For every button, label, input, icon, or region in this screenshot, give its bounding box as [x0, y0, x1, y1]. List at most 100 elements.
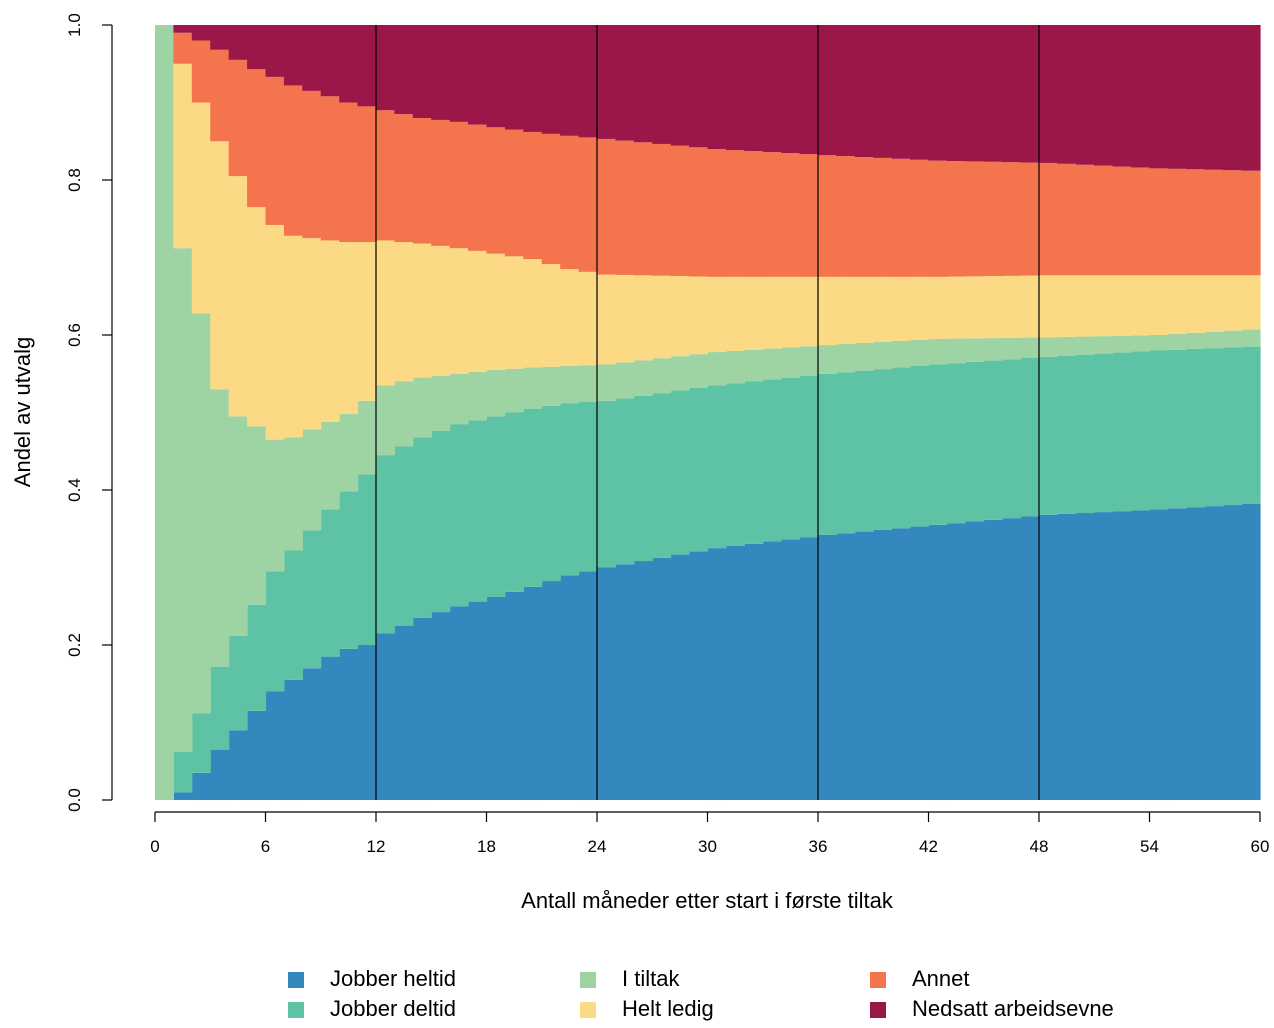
band-cell — [578, 402, 598, 572]
band-cell — [1057, 513, 1077, 800]
band-cell — [799, 537, 819, 800]
band-cell — [1131, 351, 1151, 511]
band-cell — [652, 25, 672, 144]
band-cell — [1186, 169, 1206, 276]
band-cell — [302, 530, 322, 669]
band-cell — [854, 157, 874, 277]
band-cell — [689, 387, 709, 552]
band-cell — [1241, 329, 1261, 347]
band-cell — [486, 369, 506, 417]
band-cell — [1167, 508, 1187, 800]
band-cell — [1020, 337, 1040, 358]
band-cell — [725, 545, 745, 800]
band-cell — [504, 129, 524, 257]
band-cell — [615, 25, 635, 141]
band-cell — [412, 377, 432, 438]
band-cell — [1204, 25, 1224, 170]
legend-label: Jobber heltid — [330, 966, 456, 991]
band-cell — [1057, 355, 1077, 514]
band-cell — [394, 114, 414, 243]
band-cell — [1186, 507, 1206, 800]
band-cell — [1057, 336, 1077, 356]
band-cell — [1075, 275, 1095, 337]
band-cell — [670, 25, 690, 146]
band-cell — [1075, 164, 1095, 276]
legend-item: Nedsatt arbeidsevne — [870, 996, 1114, 1021]
band-cell — [781, 153, 801, 277]
band-cell — [247, 710, 267, 801]
band-cell — [725, 276, 745, 351]
band-cell — [983, 161, 1003, 277]
band-cell — [191, 40, 211, 103]
band-cell — [1002, 518, 1022, 800]
band-cell — [504, 591, 524, 800]
band-cell — [891, 340, 911, 368]
band-cell — [394, 446, 414, 626]
band-cell — [965, 521, 985, 800]
band-cell — [1020, 357, 1040, 517]
band-cell — [1094, 25, 1114, 166]
band-cell — [302, 25, 322, 91]
band-cell — [1094, 275, 1114, 337]
band-cell — [1149, 335, 1169, 351]
band-cell — [873, 25, 893, 158]
band-cell — [670, 390, 690, 555]
x-tick-label: 0 — [150, 837, 159, 856]
band-cell — [173, 25, 193, 33]
band-cell — [412, 437, 432, 618]
band-cell — [560, 135, 580, 270]
band-cell — [228, 25, 248, 60]
band-cell — [983, 360, 1003, 520]
band-cell — [320, 240, 340, 422]
y-axis: 0.0 0.2 0.4 0.6 0.8 1.0 — [65, 13, 113, 812]
band-cell — [541, 133, 561, 265]
band-cell — [1094, 165, 1114, 276]
band-cell — [247, 207, 267, 427]
band-cell — [597, 364, 617, 401]
band-cell — [707, 548, 727, 801]
band-cell — [652, 358, 672, 394]
band-cell — [633, 25, 653, 143]
band-cell — [1131, 335, 1151, 352]
band-cell — [836, 533, 856, 800]
band-cell — [799, 346, 819, 376]
band-cell — [689, 147, 709, 277]
band-cell — [946, 25, 966, 162]
series-nedsatt-arbeidsevne — [173, 25, 1261, 171]
y-tick-label: 0.4 — [65, 478, 84, 502]
band-cell — [597, 25, 617, 139]
band-cell — [854, 276, 874, 344]
band-cell — [910, 526, 930, 800]
band-cell — [412, 25, 432, 118]
band-cell — [191, 713, 211, 773]
band-cell — [357, 645, 377, 800]
band-cell — [1057, 25, 1077, 164]
band-cell — [615, 274, 635, 363]
band-cell — [560, 575, 580, 800]
band-cell — [283, 679, 303, 801]
band-cell — [228, 176, 248, 417]
band-cell — [412, 617, 432, 801]
band-cell — [486, 25, 506, 128]
band-cell — [799, 25, 819, 155]
band-cell — [1149, 168, 1169, 276]
band-cell — [1186, 348, 1206, 508]
band-cell — [431, 375, 451, 431]
band-cell — [394, 625, 414, 801]
band-cell — [670, 276, 690, 357]
legend-label: Helt ledig — [622, 996, 714, 1021]
band-cell — [983, 519, 1003, 800]
band-cell — [1002, 337, 1022, 360]
band-cell — [707, 385, 727, 549]
band-cell — [891, 367, 911, 529]
band-cell — [707, 25, 727, 149]
band-cell — [302, 238, 322, 430]
band-cell — [744, 25, 764, 152]
band-cell — [928, 25, 948, 161]
band-cell — [928, 524, 948, 801]
band-cell — [928, 276, 948, 339]
band-cell — [265, 76, 285, 225]
band-cell — [707, 276, 727, 353]
band-cell — [1112, 511, 1132, 800]
